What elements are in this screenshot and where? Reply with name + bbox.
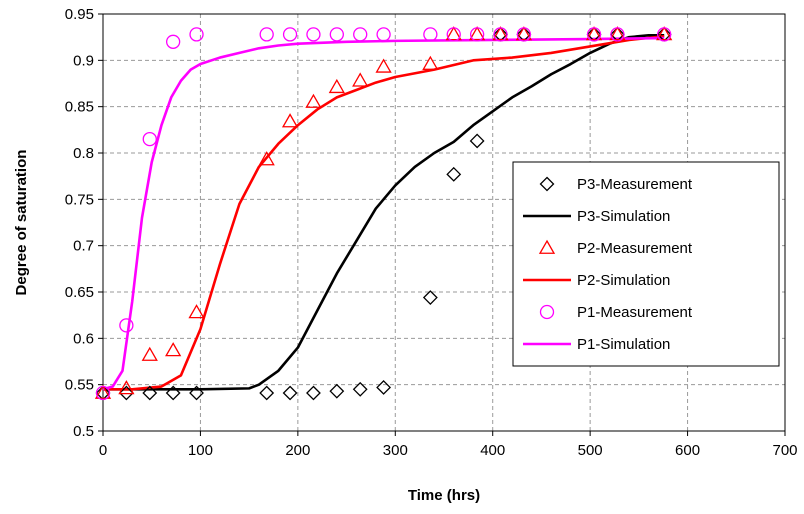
y-tick-label: 0.85 bbox=[65, 99, 94, 116]
x-tick-label: 500 bbox=[578, 442, 603, 459]
data-point bbox=[165, 385, 181, 401]
data-point bbox=[329, 27, 344, 42]
legend-box bbox=[512, 161, 780, 367]
data-point bbox=[281, 113, 299, 128]
data-point bbox=[656, 26, 673, 41]
data-point bbox=[446, 27, 461, 42]
data-point bbox=[306, 385, 321, 401]
legend-label: P2-Simulation bbox=[577, 272, 670, 289]
data-point bbox=[165, 342, 182, 357]
y-tick-label: 0.55 bbox=[65, 377, 94, 394]
data-point bbox=[515, 26, 533, 41]
plot-area bbox=[102, 13, 786, 432]
y-tick-label: 0.5 bbox=[73, 423, 94, 440]
data-point bbox=[423, 27, 438, 42]
data-point bbox=[492, 26, 509, 41]
y-axis-ticks: 0.5 0.55 0.6 0.65 0.7 0.75 0.8 0.85 0.9 0.95 bbox=[65, 6, 103, 440]
data-point bbox=[188, 304, 205, 319]
series-line-p3-simulation bbox=[103, 34, 665, 391]
data-point bbox=[142, 131, 157, 147]
x-tick-label: 100 bbox=[188, 442, 213, 459]
x-tick-label: 0 bbox=[99, 442, 107, 459]
legend-marker-swatch bbox=[538, 239, 556, 254]
y-tick-label: 0.8 bbox=[73, 145, 94, 162]
series-line-p1-simulation bbox=[102, 36, 665, 391]
data-point bbox=[445, 26, 462, 41]
legend-label: P2-Measurement bbox=[577, 240, 693, 257]
data-point bbox=[141, 346, 158, 361]
data-point bbox=[94, 384, 112, 399]
y-tick-label: 0.7 bbox=[73, 238, 94, 255]
data-point bbox=[586, 27, 602, 42]
x-axis-ticks: 0 100 200 300 400 500 600 700 bbox=[99, 431, 798, 459]
data-point bbox=[493, 27, 508, 42]
y-tick-label: 0.95 bbox=[65, 6, 94, 23]
data-point bbox=[516, 27, 532, 42]
y-tick-label: 0.6 bbox=[73, 330, 94, 347]
y-tick-label: 0.9 bbox=[73, 52, 94, 69]
data-point bbox=[282, 385, 298, 401]
legend-marker-swatch bbox=[539, 304, 555, 320]
x-tick-label: 700 bbox=[772, 442, 797, 459]
legend-label: P3-Simulation bbox=[577, 208, 670, 225]
data-point bbox=[95, 385, 111, 401]
y-tick-label: 0.75 bbox=[65, 191, 94, 208]
data-point bbox=[118, 380, 135, 395]
data-point bbox=[469, 27, 485, 42]
x-tick-label: 200 bbox=[285, 442, 310, 459]
data-point bbox=[258, 151, 275, 166]
data-point bbox=[609, 26, 626, 41]
data-point bbox=[328, 78, 345, 94]
legend-label: P1-Measurement bbox=[577, 304, 693, 321]
data-point bbox=[189, 27, 204, 42]
legend-label: P3-Measurement bbox=[577, 176, 693, 193]
data-point bbox=[469, 26, 486, 41]
y-axis-label: Degree of saturation bbox=[13, 150, 30, 296]
x-axis-label: Time (hrs) bbox=[408, 487, 480, 504]
data-point bbox=[375, 58, 392, 73]
data-point bbox=[585, 26, 603, 41]
series-line-p2-simulation bbox=[103, 34, 665, 391]
data-point bbox=[118, 385, 134, 401]
x-tick-label: 600 bbox=[675, 442, 700, 459]
legend-label: P1-Simulation bbox=[577, 336, 670, 353]
data-point bbox=[610, 27, 625, 42]
y-tick-label: 0.65 bbox=[65, 284, 94, 301]
data-point bbox=[142, 385, 158, 401]
data-point bbox=[353, 27, 368, 42]
data-point bbox=[259, 385, 275, 401]
data-point bbox=[282, 27, 298, 42]
series-layer bbox=[94, 26, 673, 401]
x-tick-label: 300 bbox=[383, 442, 408, 459]
data-point bbox=[469, 133, 485, 149]
data-point bbox=[305, 93, 322, 108]
data-point bbox=[422, 55, 439, 70]
series-p3-measurement bbox=[95, 26, 672, 401]
data-point bbox=[376, 380, 392, 395]
data-point bbox=[165, 34, 181, 49]
legend: P3-Measurement P3-Simulation P2-Measuremen… bbox=[512, 161, 780, 367]
data-point bbox=[446, 166, 462, 182]
data-point bbox=[329, 383, 345, 399]
legend-marker-swatch bbox=[539, 176, 555, 192]
data-point bbox=[119, 318, 134, 333]
data-point bbox=[259, 27, 274, 42]
data-point bbox=[352, 72, 369, 87]
series-p2-measurement bbox=[94, 26, 673, 399]
data-point bbox=[306, 27, 321, 42]
data-point bbox=[376, 27, 391, 42]
x-tick-label: 400 bbox=[480, 442, 505, 459]
data-point bbox=[352, 381, 368, 397]
data-point bbox=[657, 27, 672, 42]
data-point bbox=[189, 385, 204, 401]
series-p1-measurement bbox=[95, 27, 672, 401]
data-point bbox=[422, 290, 438, 305]
